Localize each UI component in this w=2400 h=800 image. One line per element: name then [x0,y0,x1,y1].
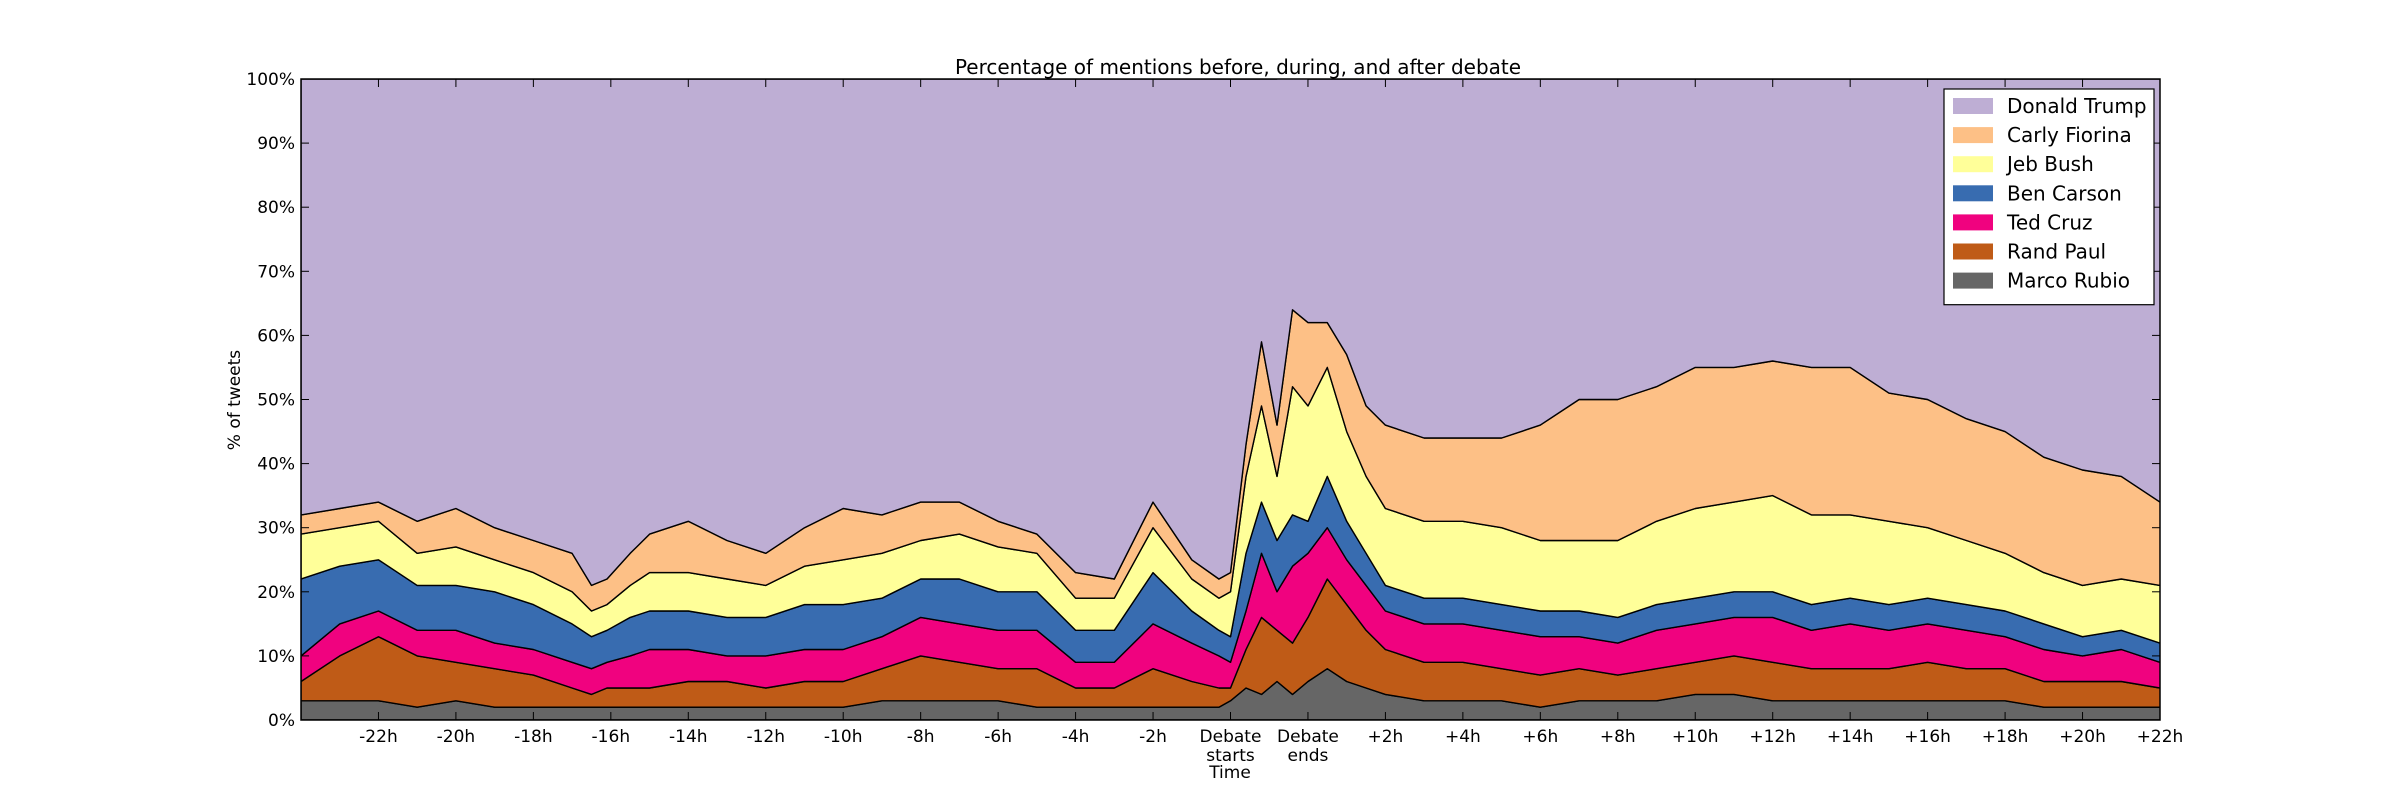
x-tick-label: +12h [1749,727,1796,747]
x-tick-label: Debate ends [1277,727,1339,766]
x-tick-label: +18h [1982,727,2029,747]
x-tick-label: -8h [907,727,935,747]
x-tick-label: -4h [1062,727,1090,747]
x-tick-label: Debate starts [1200,727,1262,766]
legend-swatch-donald-trump [1953,98,1993,114]
x-tick-label: -16h [592,727,631,747]
x-tick-label: +8h [1600,727,1636,747]
x-tick-label: +16h [1904,727,1951,747]
x-tick-label: +10h [1672,727,1719,747]
legend-label-marco-rubio: Marco Rubio [2007,269,2130,293]
stacked-areas [301,79,2160,720]
legend-label-donald-trump: Donald Trump [2007,94,2147,118]
x-tick-label: -20h [437,727,476,747]
legend-label-ben-carson: Ben Carson [2007,181,2122,205]
legend-swatch-ben-carson [1953,185,1993,202]
y-axis-label: % of tweets [225,350,245,450]
legend-swatch-rand-paul [1953,243,1993,260]
legend: Donald Trump Carly Fiorina Jeb Bush Ben Car… [1943,88,2155,306]
legend-label-jeb-bush: Jeb Bush [2005,152,2094,176]
y-axis: 0% 10% 20% 30% 40% 50% 60% 70% 80% 90% 100% [246,70,2160,731]
y-tick-label: 30% [257,519,295,539]
x-tick-label: +4h [1445,727,1481,747]
x-tick-label: -22h [359,727,398,747]
chart-title: Percentage of mentions before, during, a… [955,55,1521,79]
y-tick-label: 100% [246,70,295,90]
x-tick-label: -12h [746,727,785,747]
y-tick-label: 50% [257,391,295,411]
y-tick-label: 90% [257,134,295,154]
legend-label-carly-fiorina: Carly Fiorina [2007,123,2132,147]
x-tick-label: -10h [824,727,863,747]
area-donald-trump [301,79,2160,587]
y-tick-label: 40% [257,455,295,475]
x-tick-label: +20h [2059,727,2106,747]
y-tick-label: 20% [257,583,295,603]
legend-swatch-marco-rubio [1953,272,1993,289]
x-tick-label: +22h [2137,727,2184,747]
y-tick-label: 60% [257,326,295,346]
x-axis: -22h -20h -18h -16h -14h -12h -10h -8h -6h -4h -2h… [359,79,2183,766]
x-axis-label: Time [1208,763,1251,783]
legend-swatch-jeb-bush [1953,156,1993,173]
x-tick-label: +6h [1522,727,1558,747]
x-tick-label: +14h [1827,727,1874,747]
legend-label-rand-paul: Rand Paul [2007,240,2106,264]
y-tick-label: 0% [268,711,295,731]
y-tick-label: 10% [257,647,295,667]
x-tick-label: -14h [669,727,708,747]
legend-swatch-carly-fiorina [1953,127,1993,144]
y-tick-label: 70% [257,262,295,282]
x-tick-label: -18h [514,727,553,747]
y-tick-label: 80% [257,198,295,218]
x-tick-label: +2h [1367,727,1403,747]
legend-swatch-ted-cruz [1953,214,1993,231]
legend-label-ted-cruz: Ted Cruz [2006,210,2093,234]
x-tick-label: -2h [1139,727,1167,747]
x-tick-label: -6h [984,727,1012,747]
